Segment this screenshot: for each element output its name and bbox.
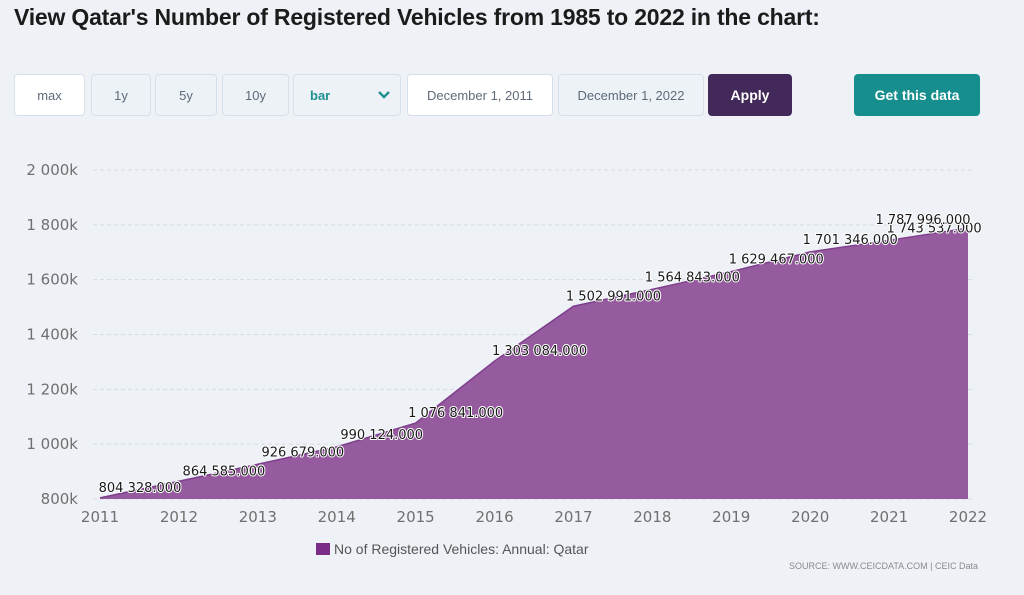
x-tick-label: 2016 bbox=[475, 508, 513, 526]
range-1y-button[interactable]: 1y bbox=[91, 74, 151, 116]
y-tick-label: 1 000k bbox=[26, 435, 78, 453]
chart-type-value: bar bbox=[310, 87, 331, 103]
y-tick-label: 1 600k bbox=[26, 271, 78, 289]
x-tick-label: 2012 bbox=[160, 508, 198, 526]
data-label: 1 629 467.000 bbox=[729, 253, 824, 268]
range-max-button[interactable]: max bbox=[14, 74, 85, 116]
data-label: 1 743 537.000 bbox=[887, 221, 982, 236]
x-tick-label: 2015 bbox=[397, 508, 435, 526]
x-tick-label: 2019 bbox=[712, 508, 750, 526]
x-tick-label: 2014 bbox=[318, 508, 356, 526]
apply-button[interactable]: Apply bbox=[708, 74, 792, 116]
y-tick-label: 1 200k bbox=[26, 380, 78, 398]
data-label: 804 328.000 bbox=[99, 481, 182, 496]
y-tick-label: 1 400k bbox=[26, 326, 78, 344]
source-credit: SOURCE: WWW.CEICDATA.COM | CEIC Data bbox=[788, 561, 978, 571]
x-tick-label: 2021 bbox=[870, 508, 908, 526]
data-label: 1 303 084.000 bbox=[492, 344, 587, 359]
range-10y-button[interactable]: 10y bbox=[222, 74, 289, 116]
x-tick-label: 2018 bbox=[633, 508, 671, 526]
start-date-input[interactable]: December 1, 2011 bbox=[407, 74, 553, 116]
legend-item[interactable]: No of Registered Vehicles: Annual: Qatar bbox=[316, 541, 588, 557]
legend-label: No of Registered Vehicles: Annual: Qatar bbox=[334, 541, 589, 557]
y-tick-label: 1 800k bbox=[26, 216, 78, 234]
x-tick-label: 2013 bbox=[239, 508, 277, 526]
range-5y-button[interactable]: 5y bbox=[155, 74, 217, 116]
x-tick-label: 2020 bbox=[791, 508, 829, 526]
data-label: 1 787 996.000 bbox=[875, 213, 970, 228]
x-tick-label: 2022 bbox=[949, 508, 987, 526]
data-label: 864 585.000 bbox=[183, 464, 266, 479]
x-axis-ticks: 2011 2012 2013 2014 2015 2016 2017 2018 2019 2020… bbox=[81, 508, 987, 526]
page-title: View Qatar's Number of Registered Vehicl… bbox=[14, 4, 820, 30]
get-this-data-button[interactable]: Get this data bbox=[854, 74, 980, 116]
legend-swatch bbox=[316, 543, 330, 555]
data-label: 1 502 991.000 bbox=[566, 289, 661, 304]
y-tick-label: 2 000k bbox=[26, 161, 78, 179]
series-line bbox=[99, 227, 969, 499]
data-label: 926 679.000 bbox=[261, 445, 344, 460]
chart-type-select[interactable]: bar bbox=[293, 74, 401, 116]
y-tick-label: 800k bbox=[41, 490, 79, 508]
data-label: 1 076 841.000 bbox=[408, 406, 503, 421]
y-axis-ticks: 800k 1 000k 1 200k 1 400k 1 600k 1 800k 2 000k bbox=[26, 161, 78, 508]
data-label: 1 564 843.000 bbox=[645, 270, 740, 285]
end-date-input[interactable]: December 1, 2022 bbox=[558, 74, 704, 116]
x-tick-label: 2011 bbox=[81, 508, 119, 526]
chevron-down-icon bbox=[378, 88, 390, 102]
area-chart: 800k 1 000k 1 200k 1 400k 1 600k 1 800k 2 000k… bbox=[26, 161, 987, 526]
data-label: 1 701 346.000 bbox=[803, 233, 898, 248]
x-tick-label: 2017 bbox=[554, 508, 592, 526]
data-label: 990 124.000 bbox=[340, 428, 423, 443]
area-series[interactable] bbox=[100, 228, 968, 499]
